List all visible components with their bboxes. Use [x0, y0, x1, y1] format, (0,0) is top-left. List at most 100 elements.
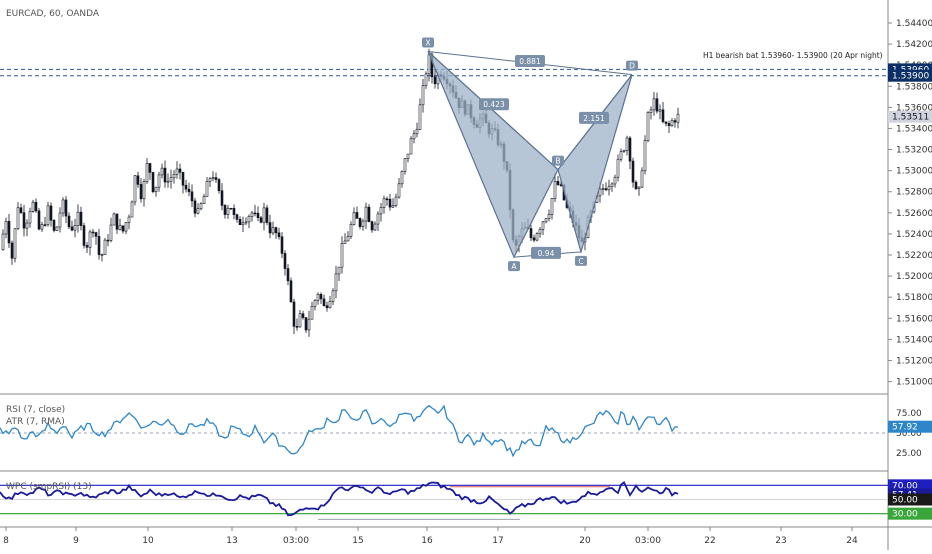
candle-up: [316, 294, 320, 301]
candle-down: [631, 160, 635, 183]
candle-up: [25, 222, 29, 229]
candle-up: [196, 208, 200, 214]
candle-down: [388, 198, 392, 208]
pattern-point-label: B: [555, 157, 560, 166]
candle-down: [97, 236, 101, 255]
candle-up: [601, 188, 605, 190]
candle-up: [613, 176, 617, 185]
price-tick-label: 1.54400: [896, 19, 932, 29]
candle-down: [136, 175, 140, 185]
wpc-mid-badge: [888, 493, 932, 506]
time-tick-label: 03:00: [283, 536, 309, 546]
pattern-ratio-badge: [531, 246, 561, 259]
candle-up: [208, 178, 212, 182]
candle-down: [322, 298, 326, 307]
candle-up: [172, 174, 176, 179]
time-tick-label: 22: [704, 536, 715, 546]
candle-down: [217, 179, 221, 192]
candle-up: [166, 180, 170, 183]
candle-down: [193, 200, 197, 214]
candle-down: [268, 222, 272, 234]
price-tick-label: 1.52200: [896, 251, 932, 261]
candle-up: [100, 254, 104, 256]
price-tick-label: 1.53600: [896, 103, 932, 113]
pattern-ratio-label: 0.94: [538, 249, 555, 258]
wpc-lower-badge: [888, 507, 932, 520]
time-tick-label: 20: [579, 536, 591, 546]
candle-up: [76, 211, 80, 226]
candle-up: [307, 318, 311, 331]
candle-up: [88, 231, 92, 248]
candle-down: [292, 301, 296, 327]
candle-up: [130, 201, 134, 218]
price-tick-label: 1.51400: [896, 335, 932, 345]
candle-up: [538, 229, 542, 234]
candle-down: [7, 221, 11, 244]
candle-down: [79, 211, 83, 226]
candle-down: [85, 245, 89, 248]
candle-up: [28, 211, 32, 224]
time-axis[interactable]: 8 9 10 13 03:00 15 16 17 20 03:00 22 23 24: [3, 527, 858, 546]
candle-up: [373, 223, 377, 231]
candle-up: [16, 207, 20, 230]
candle-up: [550, 198, 554, 215]
candle-up: [118, 225, 122, 230]
candle-down: [91, 231, 95, 234]
pattern-point-badge: [422, 37, 434, 48]
pattern-ratio-label: 0.423: [483, 100, 505, 109]
candle-down: [64, 199, 68, 217]
candle-down: [277, 232, 281, 238]
candle-up: [646, 112, 650, 141]
candle-up: [343, 240, 347, 244]
candle-up: [40, 224, 44, 230]
candle-up: [250, 212, 254, 217]
candle-up: [352, 212, 356, 225]
candle-down: [19, 207, 23, 213]
candle-down: [355, 212, 359, 219]
candle-up: [271, 227, 275, 234]
candle-down: [367, 206, 371, 223]
pattern-point-badge: [552, 155, 564, 166]
candle-up: [541, 221, 545, 230]
candle-down: [115, 213, 119, 230]
price-axis[interactable]: 1.544001.542001.540001.538001.536001.534…: [888, 19, 932, 388]
candle-down: [664, 121, 668, 124]
pattern-point-label: A: [511, 262, 517, 271]
candle-down: [529, 228, 533, 239]
candle-up: [553, 180, 557, 199]
time-tick-label: 15: [352, 536, 363, 546]
time-tick-label: 16: [421, 536, 433, 546]
candle-up: [421, 85, 425, 106]
price-tick-label: 1.53400: [896, 124, 932, 134]
candle-up: [610, 183, 614, 187]
candle-up: [124, 222, 128, 232]
candle-down: [358, 218, 362, 227]
candle-up: [262, 207, 266, 223]
candle-down: [253, 212, 257, 215]
candle-up: [202, 196, 206, 204]
wpc-title: WPC (smpRSI) (13): [6, 482, 92, 492]
candle-up: [598, 188, 602, 197]
candle-down: [94, 232, 98, 237]
time-tick-label: 13: [226, 536, 237, 546]
candle-up: [310, 305, 314, 320]
current-price-label: 1.53511: [892, 113, 929, 123]
wpc-line: [0, 481, 679, 517]
price-tick-label: 1.51200: [896, 356, 932, 366]
price-tick-label: 1.53000: [896, 167, 932, 177]
candle-up: [640, 170, 644, 188]
candle-up: [625, 137, 629, 151]
candle-down: [238, 219, 242, 226]
rsi-value-label: 57.92: [892, 423, 918, 433]
pattern-point-badge: [575, 255, 587, 266]
candle-down: [325, 305, 329, 309]
level-price-badge: [888, 69, 932, 82]
candle-down: [223, 205, 227, 215]
candle-down: [235, 214, 239, 220]
candle-up: [409, 138, 413, 155]
candle-up: [535, 233, 539, 241]
candle-up: [619, 151, 623, 160]
